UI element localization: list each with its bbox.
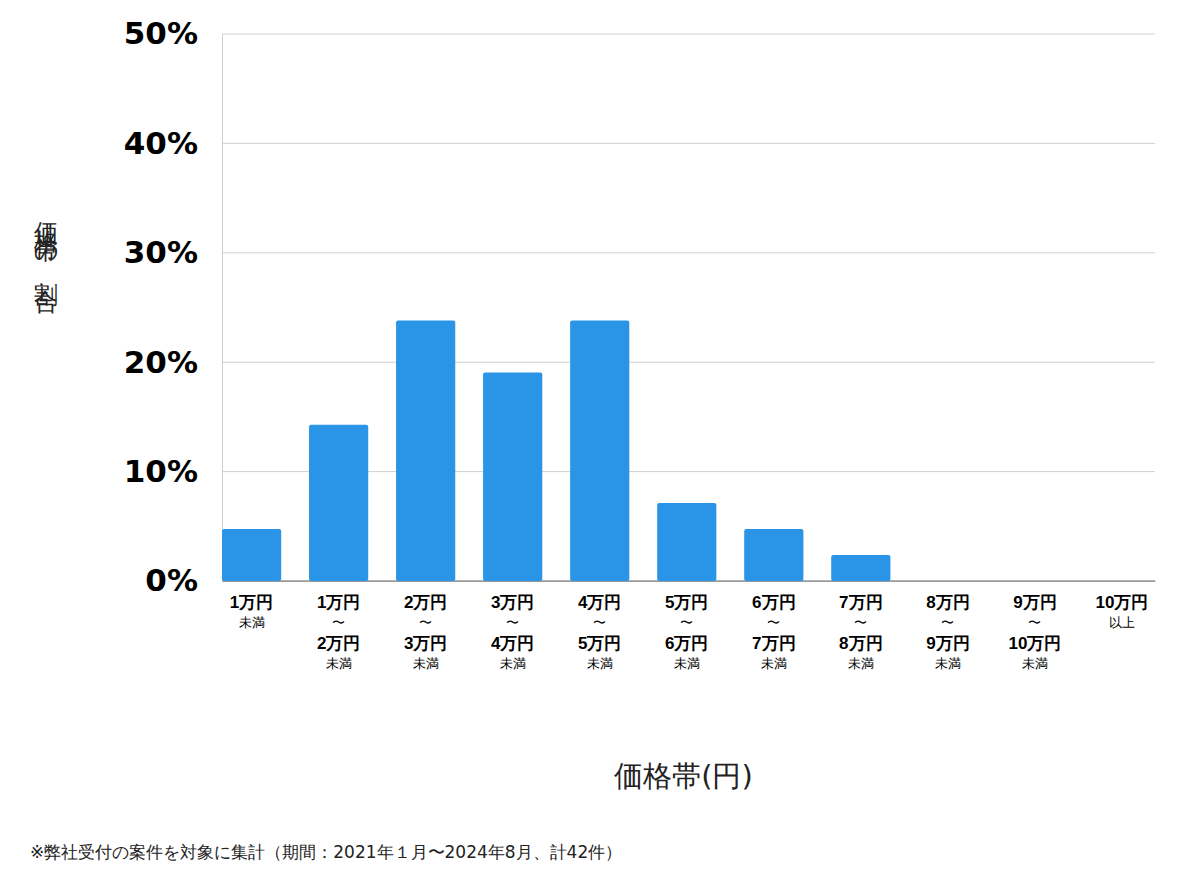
x-axis-line [223,581,1156,582]
x-tick: 8万円〜9万円未満 [926,581,969,671]
grid-line [222,362,1155,363]
x-tick: 2万円〜3万円未満 [404,581,447,671]
y-tick-label: 20% [124,344,198,380]
footnote: ※弊社受付の案件を対象に集計（期間：2021年１月〜2024年8月、計42件） [30,842,622,862]
y-tick: 40% [124,125,222,161]
x-tick-label: 9万円〜10万円未満 [1008,593,1061,671]
bar [657,503,716,581]
bars [222,321,890,581]
y-tick: 50% [124,15,222,51]
y-tick: 0% [145,562,222,598]
grid-line [222,34,1155,35]
y-tick: 20% [124,344,222,380]
grid [222,34,1155,581]
x-tick-label: 6万円〜7万円未満 [752,593,795,671]
x-tick-label: 1万円〜2万円未満 [317,593,360,671]
x-tick: 6万円〜7万円未満 [752,581,795,671]
y-axis: 0% 10% 20% 30% 40% 50% [124,15,223,598]
x-tick: 5万円〜6万円未満 [665,581,708,671]
grid-line [222,252,1155,253]
y-axis-line [222,35,223,582]
bar [483,373,542,581]
x-tick: 7万円〜8万円未満 [839,581,882,671]
grid-line [222,143,1155,144]
x-tick-label: 8万円〜9万円未満 [926,593,969,671]
y-tick-label: 30% [124,234,198,270]
bar [1092,581,1151,582]
bar [396,321,455,581]
x-tick-label: 4万円〜5万円未満 [578,593,621,671]
bar [1005,581,1064,582]
y-tick-label: 10% [124,453,198,489]
y-axis-title: 価格帯の割合 [32,203,60,314]
bar [309,425,368,581]
y-tick-label: 50% [124,15,198,51]
y-tick: 10% [124,453,222,489]
x-tick: 3万円〜4万円未満 [491,581,534,671]
x-tick-label: 1万円未満 [230,593,273,630]
bar [744,529,803,581]
x-tick-label: 10万円以上 [1095,593,1148,630]
x-tick-label: 3万円〜4万円未満 [491,593,534,671]
plot: 0% 10% 20% 30% 40% 50% 1万円未満 1万円〜2万円未満 2万円〜3万円未満… [124,15,1156,671]
x-tick: 1万円〜2万円未満 [317,581,360,671]
x-tick-label: 5万円〜6万円未満 [665,593,708,671]
x-axis-title: 価格帯(円) [614,759,753,793]
x-tick-label: 7万円〜8万円未満 [839,593,882,671]
bar [222,529,281,581]
x-tick-label: 2万円〜3万円未満 [404,593,447,671]
x-tick: 9万円〜10万円未満 [1008,581,1061,671]
y-tick: 30% [124,234,222,270]
x-axis: 1万円未満 1万円〜2万円未満 2万円〜3万円未満 3万円〜4万円未満 4万円〜5万円未… [223,581,1156,671]
bar [831,555,890,581]
x-tick: 10万円以上 [1095,581,1148,630]
x-tick: 4万円〜5万円未満 [578,581,621,671]
x-tick: 1万円未満 [230,581,273,630]
bar [570,321,629,581]
y-tick-label: 40% [124,125,198,161]
y-tick-label: 0% [145,562,198,598]
chart: 0% 10% 20% 30% 40% 50% 1万円未満 1万円〜2万円未満 2万円〜3万円未満… [0,0,1200,874]
bar [918,581,977,582]
